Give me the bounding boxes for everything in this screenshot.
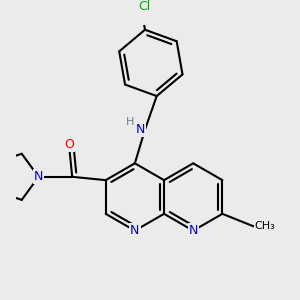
Text: CH₃: CH₃: [254, 221, 275, 231]
Text: N: N: [130, 224, 140, 237]
Text: N: N: [34, 170, 43, 183]
Text: O: O: [64, 139, 74, 152]
Text: Cl: Cl: [138, 0, 150, 13]
Text: N: N: [188, 224, 198, 237]
Text: N: N: [136, 123, 145, 136]
Text: H: H: [126, 117, 134, 127]
